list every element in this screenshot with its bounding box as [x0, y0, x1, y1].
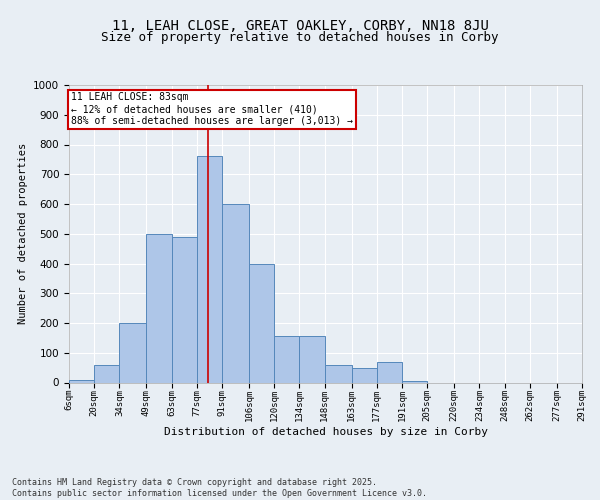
- Bar: [146, 234, 172, 382]
- Bar: [299, 336, 325, 382]
- X-axis label: Distribution of detached houses by size in Corby: Distribution of detached houses by size …: [163, 426, 487, 436]
- Text: Size of property relative to detached houses in Corby: Size of property relative to detached ho…: [101, 31, 499, 44]
- Bar: [222, 204, 249, 382]
- Bar: [69, 380, 94, 382]
- Text: 11, LEAH CLOSE, GREAT OAKLEY, CORBY, NN18 8JU: 11, LEAH CLOSE, GREAT OAKLEY, CORBY, NN1…: [112, 19, 488, 33]
- Bar: [377, 362, 402, 382]
- Bar: [352, 368, 377, 382]
- Bar: [249, 264, 274, 382]
- Bar: [274, 336, 299, 382]
- Y-axis label: Number of detached properties: Number of detached properties: [17, 143, 28, 324]
- Bar: [402, 381, 427, 382]
- Text: Contains HM Land Registry data © Crown copyright and database right 2025.
Contai: Contains HM Land Registry data © Crown c…: [12, 478, 427, 498]
- Bar: [119, 323, 146, 382]
- Bar: [172, 236, 197, 382]
- Bar: [325, 364, 352, 382]
- Bar: [197, 156, 222, 382]
- Bar: [94, 364, 119, 382]
- Text: 11 LEAH CLOSE: 83sqm
← 12% of detached houses are smaller (410)
88% of semi-deta: 11 LEAH CLOSE: 83sqm ← 12% of detached h…: [71, 92, 353, 126]
